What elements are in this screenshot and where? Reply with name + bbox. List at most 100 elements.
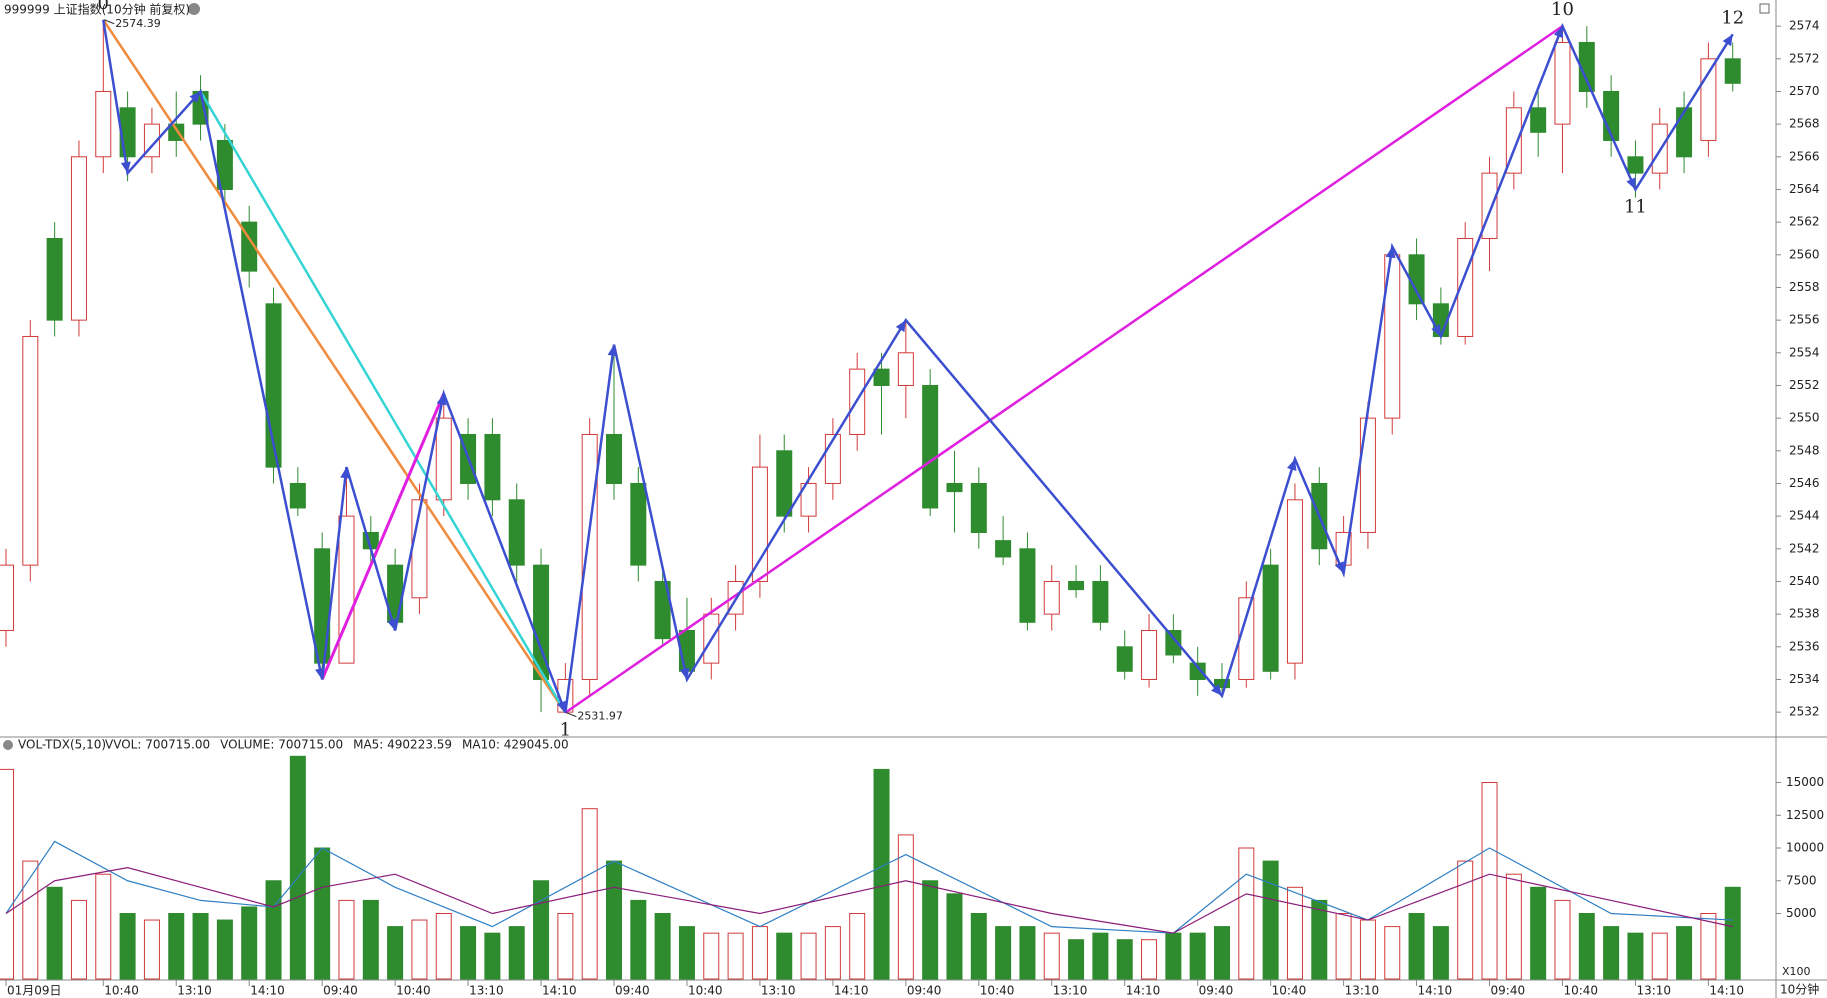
volume-bar	[1335, 913, 1352, 980]
arrow-head	[1211, 684, 1222, 696]
candle-body	[508, 499, 525, 566]
volume-bar	[776, 932, 793, 980]
volume-bar	[0, 768, 14, 980]
candle-body	[0, 564, 14, 631]
window-icon[interactable]	[1759, 3, 1770, 14]
volume-bar	[557, 913, 574, 980]
candle-body	[581, 433, 598, 680]
y-tick-label: 2546	[1789, 476, 1820, 490]
candle-body	[751, 466, 768, 582]
candle-body	[1068, 580, 1085, 591]
trend-line	[199, 90, 567, 714]
volume-bar	[387, 926, 404, 980]
y-tick-label: 2574	[1789, 19, 1820, 33]
volume-bar	[533, 880, 550, 980]
candle-body	[1554, 41, 1571, 125]
y-tick-label: 12500	[1786, 808, 1824, 822]
volume-bar	[338, 899, 355, 980]
y-tick-label: 15000	[1786, 775, 1824, 789]
volume-bar	[1603, 926, 1620, 980]
volume-bar	[824, 926, 841, 980]
x-tick-label: 10:40	[1272, 984, 1307, 998]
candle-body	[435, 417, 452, 501]
volume-bar	[800, 932, 817, 980]
volume-bar	[143, 919, 160, 980]
volume-bar	[1676, 926, 1693, 980]
volume-bar	[1651, 932, 1668, 980]
volume-bar	[1505, 873, 1522, 980]
volume-bar	[1214, 926, 1230, 980]
trend-line	[102, 19, 567, 714]
candle-body	[289, 482, 306, 509]
candle-body	[70, 156, 87, 321]
volume-bar	[1189, 932, 1206, 980]
volume-bar	[216, 919, 233, 980]
pivot-label: 1	[560, 720, 571, 741]
arrow-head	[556, 700, 567, 713]
volume-bar	[1554, 899, 1571, 980]
volume-bar	[508, 926, 525, 980]
volume-bar	[1408, 913, 1425, 980]
volume-bar	[46, 886, 63, 980]
candle-body	[46, 237, 63, 321]
volume-bar	[411, 919, 428, 980]
volume-bar	[435, 913, 452, 980]
menu-icon[interactable]	[188, 3, 200, 15]
x-tick-label: 01月09日	[7, 984, 62, 998]
volume-bar	[751, 926, 768, 980]
x-tick-label: 14:10	[1126, 984, 1161, 998]
x-tick-label: 10:40	[104, 984, 139, 998]
x-tick-label: 10:40	[396, 984, 431, 998]
trend-line	[564, 25, 1564, 714]
candle-body	[1286, 499, 1303, 664]
x-tick-label: 14:10	[1418, 984, 1453, 998]
volume-bar	[192, 913, 209, 980]
candle-body	[776, 450, 793, 517]
volume-bar	[1530, 886, 1547, 980]
candle-body	[1627, 156, 1644, 174]
menu-icon[interactable]	[3, 740, 13, 750]
x-tick-label: 10:40	[1563, 984, 1598, 998]
extreme-pointer	[566, 712, 577, 718]
x-tick-label: 13:10	[177, 984, 212, 998]
indicator-title: VOL-TDX(5,10)	[18, 738, 106, 752]
indicator-value: VOLUME: 700715.00	[220, 738, 343, 752]
indicator-value: VVOL: 700715.00	[105, 738, 210, 752]
volume-bar	[265, 880, 282, 980]
x-tick-label: 13:10	[469, 984, 504, 998]
arrow-head	[315, 667, 325, 680]
volume-bar	[241, 906, 258, 980]
candle-body	[606, 433, 622, 484]
volume-bar	[1165, 932, 1182, 980]
volume-bar	[1724, 886, 1741, 980]
pivot-label: 0	[98, 0, 109, 14]
volume-bar	[1068, 939, 1085, 980]
volume-bar	[678, 926, 695, 980]
volume-bar	[1311, 899, 1328, 980]
y-tick-label: 2538	[1789, 607, 1820, 621]
y-tick-label: 2570	[1789, 84, 1820, 98]
candle-body	[995, 540, 1012, 558]
x-tick-label: 10:40	[980, 984, 1015, 998]
volume-bar	[606, 860, 622, 980]
volume-bar	[1384, 926, 1401, 980]
y-tick-label: 2568	[1789, 117, 1820, 131]
candle-body	[873, 368, 890, 386]
x-tick-label: 13:10	[761, 984, 796, 998]
y-tick-label: 2572	[1789, 51, 1820, 65]
unit-label: X100	[1782, 965, 1811, 978]
candle-body	[630, 482, 647, 566]
x-tick-label: 14:10	[250, 984, 285, 998]
arrow-head	[1385, 246, 1396, 259]
candle-body	[216, 139, 233, 190]
legend-entry: MA5: 490223.59	[353, 738, 452, 752]
arrow-head	[607, 344, 618, 357]
x-tick-label: 14:10	[542, 984, 577, 998]
candle-body	[1262, 564, 1279, 672]
arrow-head	[340, 467, 351, 479]
extreme-label: 2531.97	[577, 710, 623, 723]
volume-bar	[362, 899, 379, 980]
trend-line	[320, 393, 446, 681]
